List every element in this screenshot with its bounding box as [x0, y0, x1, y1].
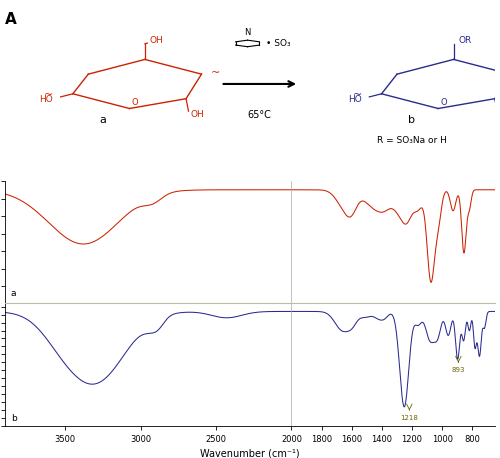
Text: O: O: [132, 98, 138, 107]
X-axis label: Wavenumber (cm⁻¹): Wavenumber (cm⁻¹): [200, 448, 300, 458]
Text: 893: 893: [452, 367, 465, 373]
Text: ~: ~: [212, 68, 220, 78]
Text: ~: ~: [44, 90, 54, 100]
Text: 1218: 1218: [400, 415, 418, 421]
Text: a: a: [11, 289, 16, 298]
Text: N: N: [244, 28, 250, 37]
Text: HO: HO: [348, 95, 362, 104]
Text: a: a: [100, 115, 106, 125]
Text: b: b: [408, 115, 415, 125]
Text: OH: OH: [191, 110, 204, 119]
Text: • SO₃: • SO₃: [266, 39, 291, 48]
Text: A: A: [5, 12, 17, 27]
Text: R = SO₃Na or H: R = SO₃Na or H: [377, 136, 446, 145]
Text: O: O: [440, 98, 447, 107]
Text: ~: ~: [352, 90, 362, 100]
Text: OH: OH: [150, 36, 164, 45]
Text: 65°C: 65°C: [248, 110, 272, 120]
Text: OR: OR: [458, 36, 471, 45]
Text: HO: HO: [40, 95, 54, 104]
Text: b: b: [11, 414, 16, 423]
